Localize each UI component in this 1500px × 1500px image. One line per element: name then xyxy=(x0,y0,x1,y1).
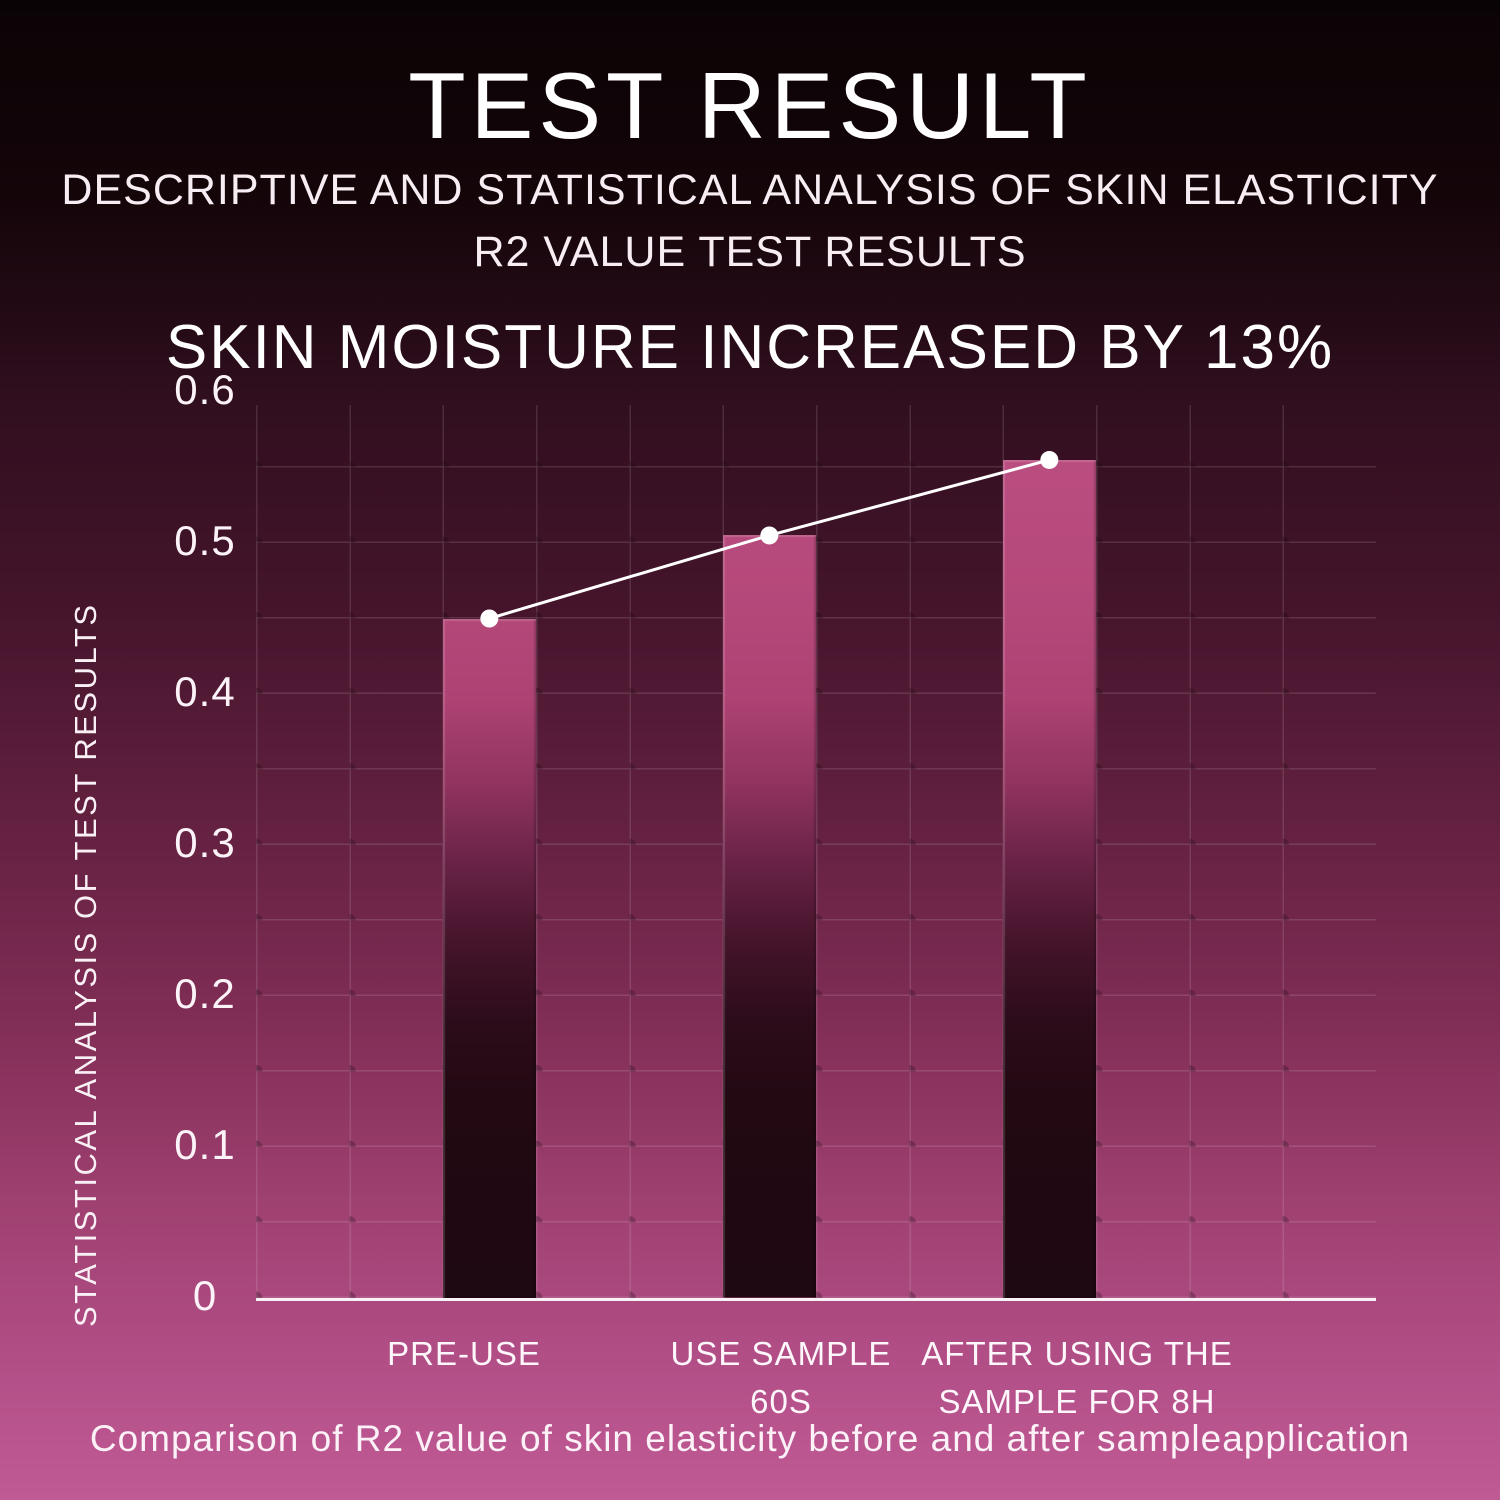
y-tick-0.2: 0.2 xyxy=(174,970,236,1017)
y-tick-0.5: 0.5 xyxy=(174,517,236,564)
y-tick-0.6: 0.6 xyxy=(174,366,236,413)
y-tick-0.3: 0.3 xyxy=(174,819,236,866)
chart-title: SKIN MOISTURE INCREASED BY 13% xyxy=(165,313,1335,382)
x-category-label-3: AFTER USING THE SAMPLE FOR 8H xyxy=(921,1335,1233,1420)
page-title: TEST RESULT xyxy=(408,53,1092,158)
bar-2 xyxy=(722,535,816,1298)
x-category-label-2: USE SAMPLE 60S xyxy=(670,1335,892,1420)
page-subtitle-line2: R2 VALUE TEST RESULTS xyxy=(473,228,1027,276)
chart-caption: Comparison of R2 value of skin elasticit… xyxy=(89,1418,1411,1459)
x-category-label-1: PRE-USE xyxy=(387,1335,541,1372)
chart-plot xyxy=(256,405,1376,1301)
y-tick-0.1: 0.1 xyxy=(174,1121,236,1168)
y-tick-0: 0 xyxy=(192,1272,218,1319)
y-tick-0.4: 0.4 xyxy=(174,668,236,715)
bar-3 xyxy=(1002,459,1096,1298)
page-subtitle-line1: DESCRIPTIVE AND STATISTICAL ANALYSIS OF … xyxy=(61,166,1439,214)
y-axis-title: STATISTICAL ANALYSIS OF TEST RESULTS xyxy=(68,602,103,1328)
bar-1 xyxy=(442,618,536,1298)
